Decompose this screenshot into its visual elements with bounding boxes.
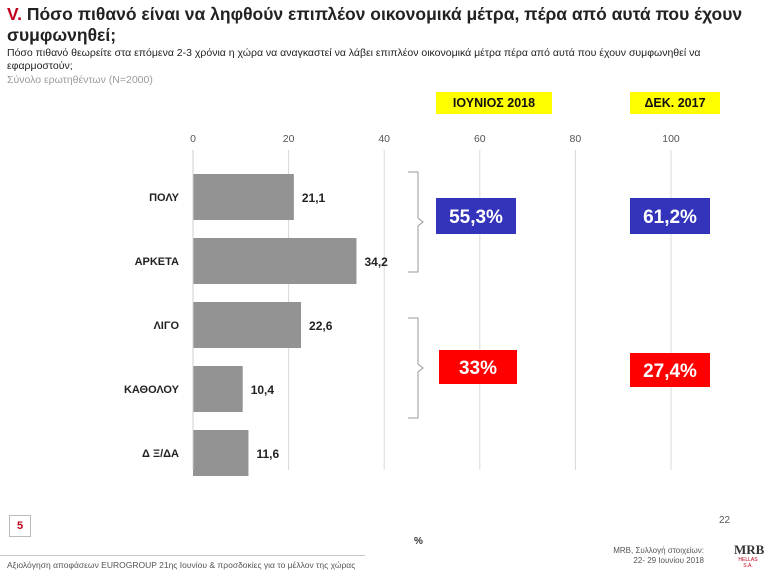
x-axis-unit-label: % <box>414 536 423 547</box>
value-label-1: 21,1 <box>302 191 326 205</box>
bar-3 <box>193 302 302 348</box>
page-title: V. Πόσο πιθανό είναι να ληφθούν επιπλέον… <box>7 4 747 46</box>
x-tick-label-60: 60 <box>474 133 486 145</box>
summary-likely-dec-2017-value: 61,2% <box>643 207 697 228</box>
question-subtitle: Πόσο πιθανό θεωρείτε στα επόμενα 2-3 χρό… <box>7 47 701 72</box>
slide-number: 22 <box>719 515 731 526</box>
footer-divider <box>0 555 365 556</box>
title-roman-numeral: V. <box>7 4 22 24</box>
category-label-3: ΛΙΓΟ <box>153 320 179 332</box>
bar-2 <box>193 238 357 284</box>
x-tick-label-20: 20 <box>283 133 295 145</box>
summary-unlikely-dec-2017-value: 27,4% <box>643 361 697 382</box>
logo-text: MRB <box>734 542 765 557</box>
category-label-4: ΚΑΘΟΛΟΥ <box>124 384 180 396</box>
summary-unlikely-june-2018-box <box>439 350 517 384</box>
bar-1 <box>193 174 294 220</box>
category-label-1: ΠΟΛΥ <box>149 192 180 204</box>
footer-source: MRB, Συλλογή στοιχείων: 22- 29 Ιουνίου 2… <box>560 546 704 566</box>
mrb-logo: MRB HELLAS S.A. <box>734 542 765 571</box>
period-label-dec-2017: ΔΕΚ. 2017 <box>630 92 720 114</box>
logo-subtext: HELLAS S.A. <box>738 557 758 569</box>
page-badge: 5 <box>9 515 31 537</box>
category-label-5: Δ Ξ/ΔΑ <box>142 448 179 460</box>
category-label-2: ΑΡΚΕΤΑ <box>135 256 179 268</box>
x-tick-label-0: 0 <box>190 133 196 145</box>
x-tick-label-80: 80 <box>570 133 582 145</box>
footer-source-line-2: 22- 29 Ιουνίου 2018 <box>633 556 704 565</box>
bar-5 <box>193 430 249 476</box>
summary-likely-june-2018-box <box>436 198 516 234</box>
summary-unlikely-june-2018-value: 33% <box>459 358 497 379</box>
footer-caption: Αξιολόγηση αποφάσεων EUROGROUP 21ης Ιουν… <box>7 560 356 570</box>
value-label-2: 34,2 <box>364 255 388 269</box>
value-label-5: 11,6 <box>256 447 279 461</box>
sample-base: Σύνολο ερωτηθέντων (N=2000) <box>7 74 153 86</box>
summary-unlikely-dec-2017-box <box>630 353 710 387</box>
title-text: Πόσο πιθανό είναι να ληφθούν επιπλέον οι… <box>7 4 743 45</box>
value-label-4: 10,4 <box>251 383 275 397</box>
bar-4 <box>193 366 243 412</box>
value-label-3: 22,6 <box>309 319 333 333</box>
x-tick-label-40: 40 <box>378 133 390 145</box>
footer-source-line-1: MRB, Συλλογή στοιχείων: <box>613 546 704 555</box>
bracket-likely <box>408 171 424 273</box>
bracket-unlikely <box>408 317 424 419</box>
summary-likely-june-2018-value: 55,3% <box>449 207 503 228</box>
period-label-june-2018: ΙΟΥΝΙΟΣ 2018 <box>436 92 552 114</box>
summary-likely-dec-2017-box <box>630 198 710 234</box>
x-tick-label-100: 100 <box>662 133 680 145</box>
